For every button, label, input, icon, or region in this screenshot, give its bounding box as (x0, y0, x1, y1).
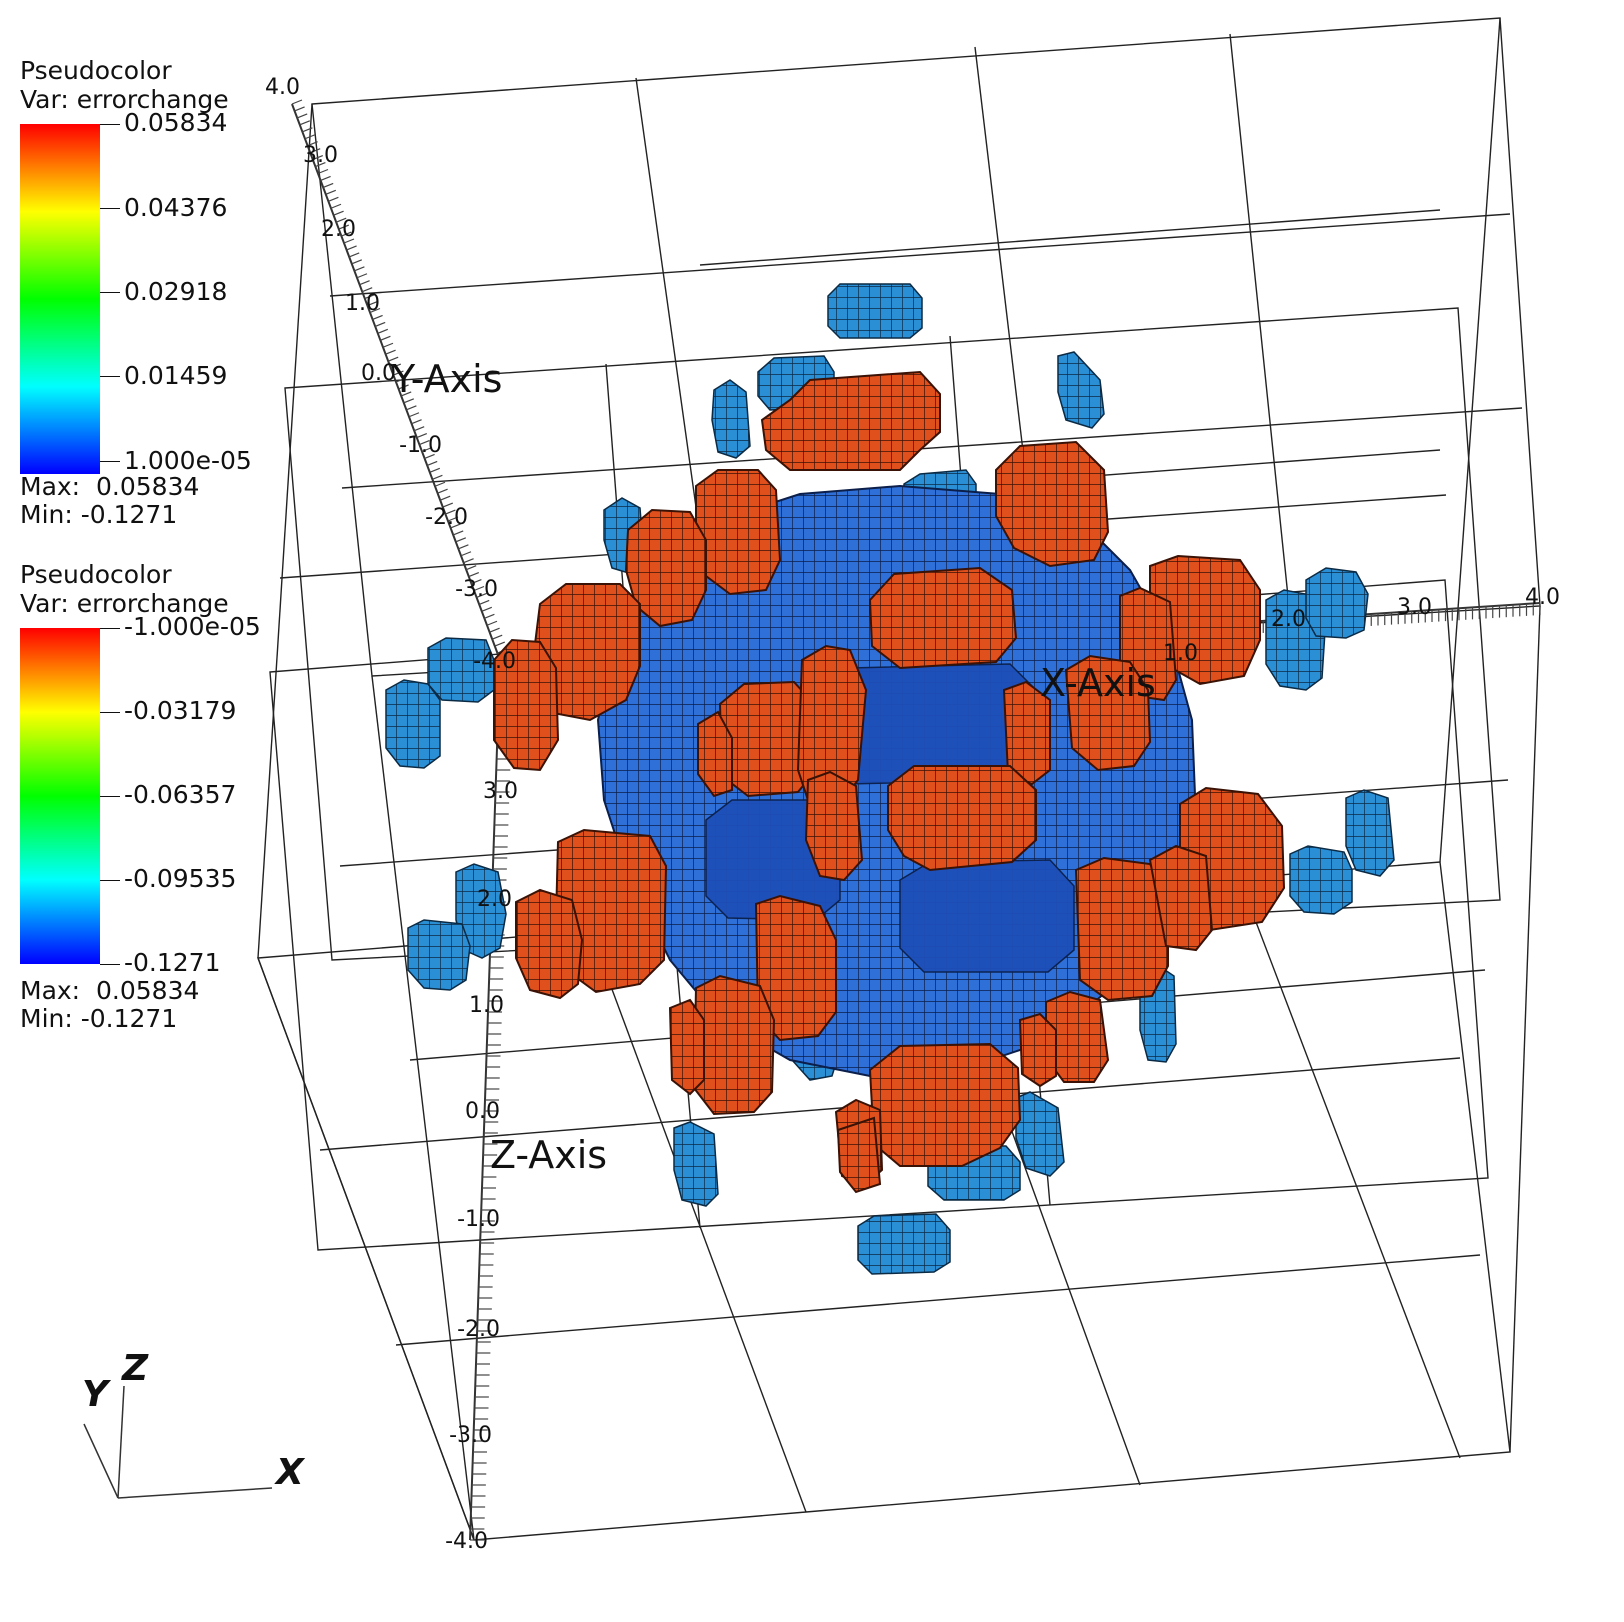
y-axis-title: Y-Axis (391, 357, 502, 401)
blob (1018, 1012, 1057, 1088)
blob (711, 379, 751, 459)
legend-tick (100, 796, 120, 797)
legend-tick-label: -0.03179 (124, 696, 237, 725)
legend-tick (100, 292, 120, 293)
legend-max: Max: 0.05834 (20, 976, 200, 1005)
legend-title: Pseudocolor (20, 560, 172, 589)
x-axis-tick-label: 2.0 (1271, 607, 1306, 632)
blob (1148, 844, 1214, 952)
legend-var: Var: errorchange (20, 589, 229, 618)
blob (493, 638, 560, 772)
y-axis-tick-label: 4.0 (265, 75, 300, 100)
blob (760, 370, 941, 471)
blob (836, 1116, 882, 1194)
legend-tick-label: -1.000e-05 (124, 612, 261, 641)
blob (1074, 856, 1169, 1002)
axis-tick-labels: 4.0 3.0 2.0 1.0 0.0 -1.0 -2.0 -3.0 -4.0 3.0 2.0 1.0… (265, 75, 1560, 1554)
z-axis-tick-label: -3.0 (449, 1423, 492, 1448)
color-bar (20, 124, 100, 474)
blob (697, 710, 733, 798)
blob (995, 440, 1110, 568)
legend-tick-label: -0.09535 (124, 864, 237, 893)
legend-tick-label: 0.04376 (124, 193, 228, 222)
z-axis-tick-label: 2.0 (477, 887, 512, 912)
blob (515, 888, 584, 1000)
positive-blobs (493, 370, 1286, 1194)
y-axis-tick-label: 2.0 (321, 217, 356, 242)
legend-tick-label: 0.02918 (124, 277, 228, 306)
blob (624, 508, 707, 628)
z-axis-tick-label: -4.0 (445, 1529, 488, 1554)
y-axis-tick-label: 3.0 (303, 143, 338, 168)
y-axis-tick-label: 1.0 (345, 291, 380, 316)
y-axis-tick-label: -2.0 (425, 505, 468, 530)
y-axis-tick-label: 0.0 (361, 361, 396, 386)
y-axis-tick-label: -4.0 (473, 649, 516, 674)
legend-tick (100, 208, 120, 209)
legend-tick (100, 712, 120, 713)
blob (827, 283, 923, 339)
legend-var: Var: errorchange (20, 85, 229, 114)
legend-tick-label: -0.1271 (124, 948, 221, 977)
legend-tick (100, 964, 120, 965)
color-bar (20, 628, 100, 964)
triad-z-label: Z (121, 1348, 149, 1389)
triad-y-label: Y (82, 1374, 112, 1415)
legend-tick-label: -0.06357 (124, 780, 237, 809)
blob (1305, 567, 1369, 639)
blob (868, 566, 1018, 670)
legend-tick-label: 0.01459 (124, 361, 228, 390)
blob (407, 919, 471, 991)
blob (899, 859, 1075, 973)
legend-tick (100, 461, 120, 462)
blob (796, 644, 868, 814)
z-axis-tick-label: -2.0 (457, 1317, 500, 1342)
legend-tick (100, 628, 120, 629)
z-axis-tick-label: 0.0 (465, 1099, 500, 1124)
legend-min: Min: -0.1271 (20, 500, 178, 529)
y-axis-tick-label: -3.0 (455, 577, 498, 602)
blob (887, 765, 1037, 872)
blob (1289, 845, 1353, 915)
blob (385, 679, 441, 769)
legend-tick (100, 880, 120, 881)
orientation-triad: X Z Y (82, 1348, 306, 1499)
blob (857, 1213, 951, 1275)
z-axis-tick-label: -1.0 (457, 1207, 500, 1232)
blob (868, 1042, 1022, 1167)
z-axis-tick-label: 3.0 (483, 779, 518, 804)
x-axis-tick-label: 3.0 (1397, 595, 1432, 620)
blob (1057, 351, 1105, 429)
blob (668, 998, 705, 1096)
blob (1345, 789, 1395, 877)
x-axis-title: X-Axis (1040, 661, 1156, 705)
blob (692, 974, 776, 1116)
legend-tick (100, 376, 120, 377)
x-axis-tick-label: 4.0 (1525, 585, 1560, 610)
legend-title: Pseudocolor (20, 56, 172, 85)
y-axis-tick-label: -1.0 (399, 433, 442, 458)
blob (804, 770, 864, 882)
legend-max: Max: 0.05834 (20, 472, 200, 501)
blob (673, 1121, 719, 1207)
blob (1064, 654, 1152, 772)
triad-x-label: X (274, 1452, 306, 1493)
legend-tick-label: 0.05834 (124, 108, 228, 137)
z-axis-title: Z-Axis (490, 1133, 607, 1177)
z-axis-tick-label: 1.0 (469, 993, 504, 1018)
x-axis-tick-label: 1.0 (1163, 641, 1198, 666)
legend-min: Min: -0.1271 (20, 1004, 178, 1033)
blob (695, 469, 782, 596)
legend-tick (100, 124, 120, 125)
blob (1015, 1091, 1065, 1177)
legend-tick-label: 1.000e-05 (124, 446, 252, 475)
